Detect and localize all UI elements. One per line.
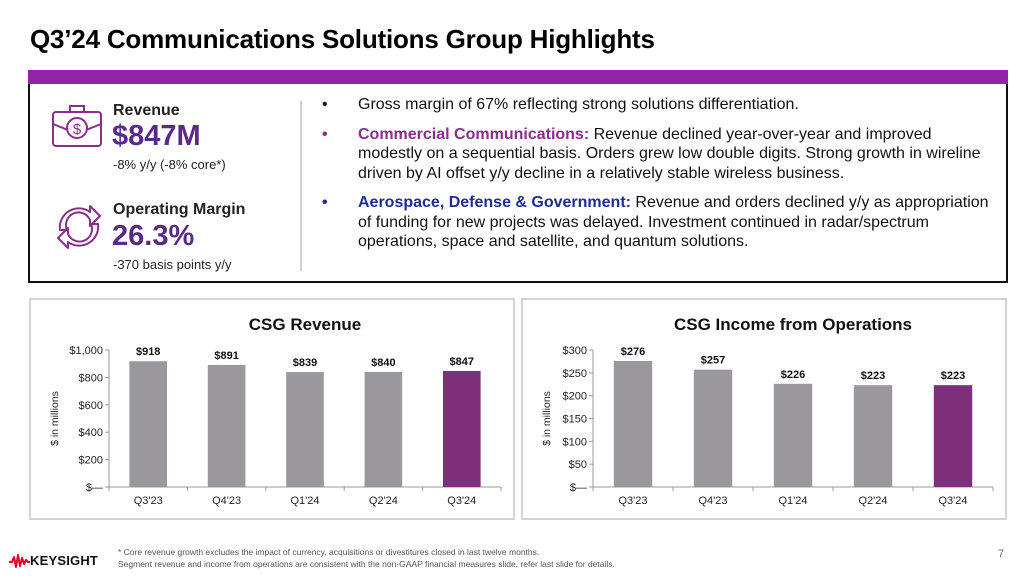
bullet-text: Revenue and orders declined y/y as appro… [358, 194, 989, 250]
x-tick-label: Q3'24 [938, 495, 967, 507]
bar [286, 372, 324, 487]
y-tick-label: $800 [79, 372, 103, 384]
bar [933, 385, 973, 487]
keysight-logo-icon [9, 554, 30, 568]
revenue-value: $847M [112, 120, 201, 152]
bar [613, 360, 653, 487]
bar [364, 371, 403, 487]
highlights-box [28, 84, 1008, 283]
operating-margin-value: 26.3% [112, 220, 195, 252]
y-tick-label: $150 [563, 414, 587, 426]
refresh-arrows-icon [57, 205, 101, 249]
y-tick-label: $50 [569, 459, 587, 471]
data-label: $918 [136, 346, 160, 358]
bar [693, 369, 733, 487]
bullet-text: Gross margin of 67% reflecting strong so… [358, 96, 799, 113]
chart-svg: CSG Revenue $ in millions $— $200 $400 $600 $8… [49, 315, 502, 507]
bullet-item: • Commercial Communications: Revenue dec… [322, 125, 992, 184]
revenue-change: -8% y/y (-8% core*) [113, 157, 226, 172]
bullet-dot: • [322, 96, 328, 113]
y-tick-label: $400 [79, 427, 103, 439]
data-label: $257 [701, 355, 725, 367]
data-label: $223 [941, 370, 965, 382]
data-label: $839 [293, 357, 317, 369]
page-title: Q3’24 Communications Solutions Group Hig… [30, 24, 655, 54]
data-label: $840 [371, 357, 395, 369]
x-tick-label: Q4'23 [698, 495, 727, 507]
bar [207, 364, 246, 487]
y-tick-label: $200 [79, 455, 103, 467]
y-axis-label: $ in millions [49, 391, 61, 446]
chart-title: CSG Income from Operations [674, 315, 912, 334]
bar [853, 385, 893, 487]
chart-svg: CSG Income from Operations $ in millions $… [541, 315, 994, 507]
x-tick-label: Q3'23 [618, 495, 647, 507]
operating-margin-change: -370 basis points y/y [113, 257, 232, 272]
chart-title: CSG Revenue [249, 315, 361, 334]
y-tick-label: $— [570, 482, 587, 494]
x-tick-label: Q4'23 [212, 495, 241, 507]
bar [442, 370, 481, 487]
revenue-label: Revenue [113, 102, 180, 119]
y-tick-label: $1,000 [69, 345, 103, 357]
data-label: $847 [450, 356, 474, 368]
footnote-line: * Core revenue growth excludes the impac… [118, 547, 540, 557]
y-tick-label: $— [86, 482, 103, 494]
bullet-heading: Aerospace, Defense & Government: [358, 194, 631, 211]
chart-csg-income: CSG Income from Operations $ in millions $… [521, 298, 1007, 520]
data-label: $226 [781, 369, 805, 381]
keysight-logo-text: KEYSIGHT [30, 553, 99, 568]
y-tick-label: $250 [563, 368, 587, 380]
chart-csg-revenue: CSG Revenue $ in millions $— $200 $400 $600 $8… [29, 298, 515, 520]
bullet-heading: Commercial Communications: [358, 125, 590, 143]
x-tick-label: Q2'24 [858, 495, 887, 507]
highlight-band [28, 70, 1008, 84]
bar [129, 361, 168, 487]
data-label: $276 [621, 346, 645, 358]
x-tick-label: Q3'23 [134, 495, 163, 507]
operating-margin-label: Operating Margin [113, 201, 246, 218]
y-tick-label: $600 [79, 400, 103, 412]
x-tick-label: Q1'24 [778, 495, 807, 507]
svg-text:$: $ [73, 121, 82, 138]
footnote: * Core revenue growth excludes the impac… [118, 546, 615, 570]
y-tick-label: $300 [563, 345, 587, 357]
footnote-line: Segment revenue and income from operatio… [118, 559, 615, 569]
bullet-item: • Gross margin of 67% reflecting strong … [322, 95, 992, 115]
x-tick-label: Q3'24 [447, 495, 476, 507]
x-tick-label: Q2'24 [369, 495, 398, 507]
page-number: 7 [998, 548, 1005, 560]
y-tick-label: $100 [563, 436, 587, 448]
bullet-dot: • [322, 194, 328, 211]
y-tick-label: $200 [563, 391, 587, 403]
x-tick-label: Q1'24 [290, 495, 319, 507]
divider [300, 101, 302, 271]
data-label: $223 [861, 370, 885, 382]
highlights-list: • Gross margin of 67% reflecting strong … [322, 95, 992, 262]
bullet-dot: • [322, 125, 328, 143]
bar [773, 383, 813, 487]
y-axis-label: $ in millions [541, 391, 553, 446]
bullet-text: Revenue declined year-over-year and impr… [358, 125, 981, 182]
data-label: $891 [214, 350, 238, 362]
briefcase-dollar-icon: $ [52, 105, 102, 147]
bullet-item: • Aerospace, Defense & Government: Reven… [322, 193, 992, 252]
